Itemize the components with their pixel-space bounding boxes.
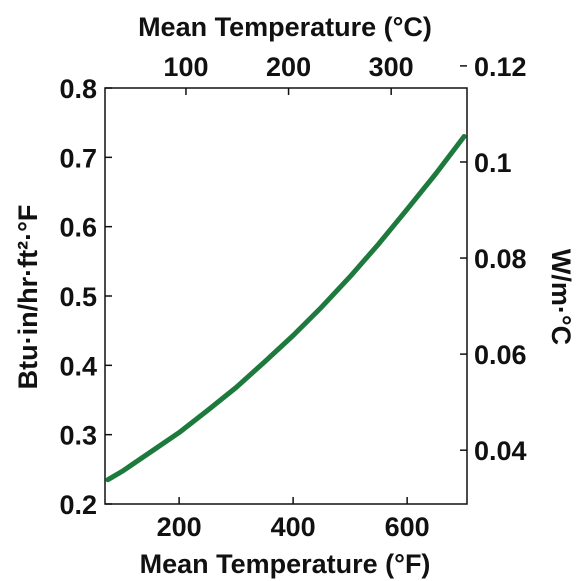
x2-tick-label-300: 300 — [369, 52, 414, 82]
right-axis-title: W/m·°C — [546, 249, 576, 345]
bottom-axis-title: Mean Temperature (°F) — [140, 549, 431, 579]
y2-tick-label-0.04: 0.04 — [474, 436, 527, 466]
y-tick-label-0.7: 0.7 — [59, 143, 97, 173]
y-tick-label-0.5: 0.5 — [59, 282, 97, 312]
left-axis-title: Btu·in/hr·ft²·°F — [13, 205, 43, 390]
y2-tick-label-0.06: 0.06 — [474, 340, 527, 370]
series-layer — [105, 134, 467, 483]
y-tick-label-0.2: 0.2 — [59, 490, 97, 520]
y-tick-label-0.8: 0.8 — [59, 74, 97, 104]
y-tick-label-0.3: 0.3 — [59, 421, 97, 451]
y2-tick-label-0.1: 0.1 — [474, 148, 512, 178]
top-axis-title: Mean Temperature (°C) — [138, 12, 432, 42]
y2-tick-label-0.08: 0.08 — [474, 244, 527, 274]
y-tick-label-0.6: 0.6 — [59, 213, 97, 243]
tick-labels: 200 400 600 0.2 0.3 0.4 0.5 0.6 0.7 0.8 100 200 300 0… — [59, 52, 526, 542]
tick-marks — [105, 65, 467, 505]
plot-frame — [104, 87, 468, 505]
x2-tick-label-100: 100 — [163, 52, 208, 82]
x-tick-label-400: 400 — [271, 512, 316, 542]
series-line-0 — [105, 134, 467, 483]
x-tick-label-200: 200 — [157, 512, 202, 542]
x-tick-label-600: 600 — [385, 512, 430, 542]
y2-tick-label-0.12: 0.12 — [474, 52, 527, 82]
x2-tick-label-200: 200 — [266, 52, 311, 82]
y-tick-label-0.4: 0.4 — [59, 351, 97, 381]
